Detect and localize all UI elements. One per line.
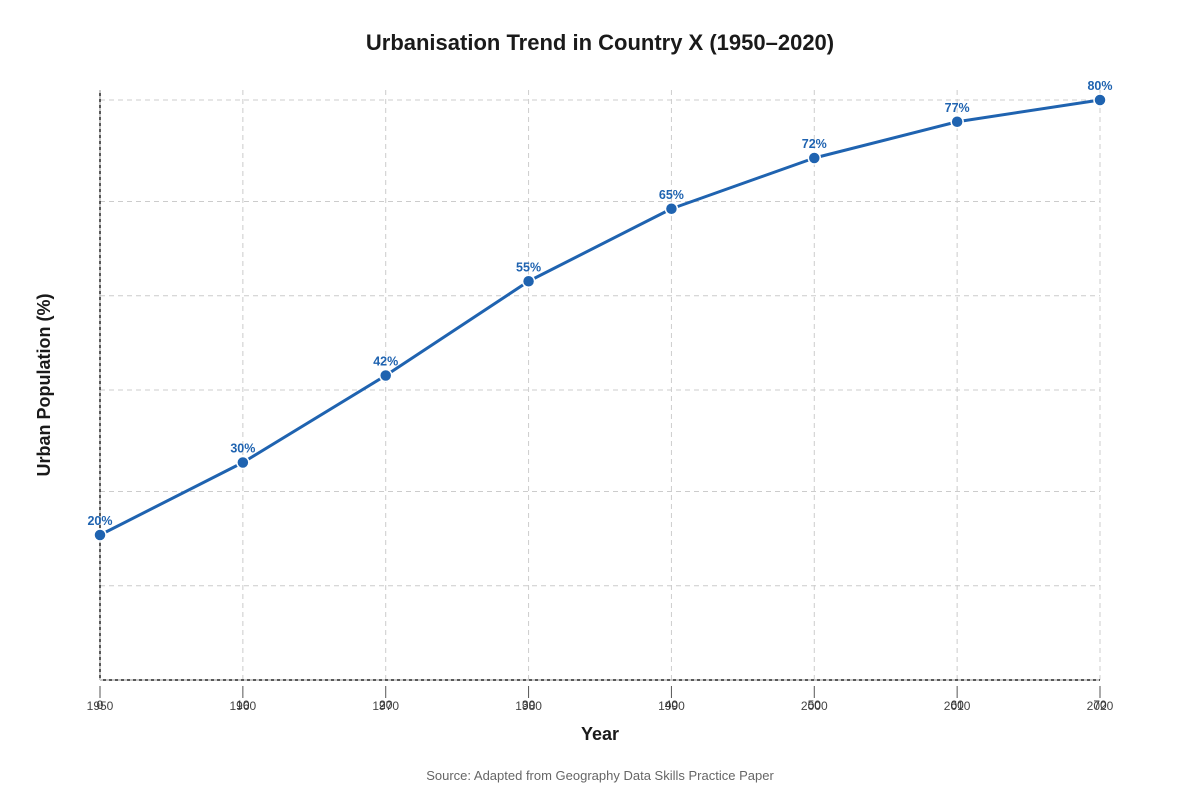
x-tick-overlay-label: 0	[97, 698, 104, 712]
x-tick-label: 2010	[944, 699, 971, 713]
source-note: Source: Adapted from Geography Data Skil…	[426, 768, 774, 783]
x-tick-label: 1990	[658, 699, 685, 713]
x-tick-label: 1970	[372, 699, 399, 713]
series-line	[99, 98, 1101, 537]
data-label: 42%	[373, 355, 398, 369]
x-tick-overlay-label: 40	[665, 698, 679, 712]
x-tick-overlay-label: 70	[1093, 698, 1107, 712]
data-label: 55%	[516, 260, 541, 274]
data-point	[664, 202, 679, 216]
chart-title: Urbanisation Trend in Country X (1950–20…	[366, 30, 834, 55]
data-point	[807, 151, 822, 165]
data-point	[93, 528, 107, 542]
x-tick-label: 1980	[515, 699, 542, 713]
x-axis-title: Year	[581, 724, 619, 744]
x-tick-label: 1950	[87, 699, 114, 713]
x-tick-label: 2020	[1087, 699, 1114, 713]
gridlines	[100, 90, 1101, 680]
data-label: 80%	[1087, 79, 1112, 93]
x-tick-overlay-label: 10	[236, 698, 250, 712]
data-point	[1093, 93, 1107, 107]
x-tick-overlay-label: 60	[950, 698, 964, 712]
x-tick-overlay-label: 20	[379, 698, 393, 712]
data-label: 65%	[659, 188, 684, 202]
data-point	[521, 274, 536, 288]
data-label: 72%	[802, 137, 827, 151]
data-label: 30%	[230, 442, 255, 456]
data-point	[378, 368, 393, 383]
data-label: 77%	[945, 101, 970, 115]
series-urban-population: 20% 30% 42% 55% 65% 72% 77% 80%	[87, 79, 1113, 542]
data-point	[236, 455, 250, 470]
y-axis-title: Urban Population (%)	[34, 294, 54, 477]
x-tick-overlay-label: 30	[522, 698, 536, 712]
x-tick-label: 2000	[801, 699, 828, 713]
data-label: 20%	[87, 514, 112, 528]
x-tick-label: 1960	[230, 699, 257, 713]
data-point	[950, 115, 964, 129]
x-tick-overlay-label: 50	[808, 698, 822, 712]
